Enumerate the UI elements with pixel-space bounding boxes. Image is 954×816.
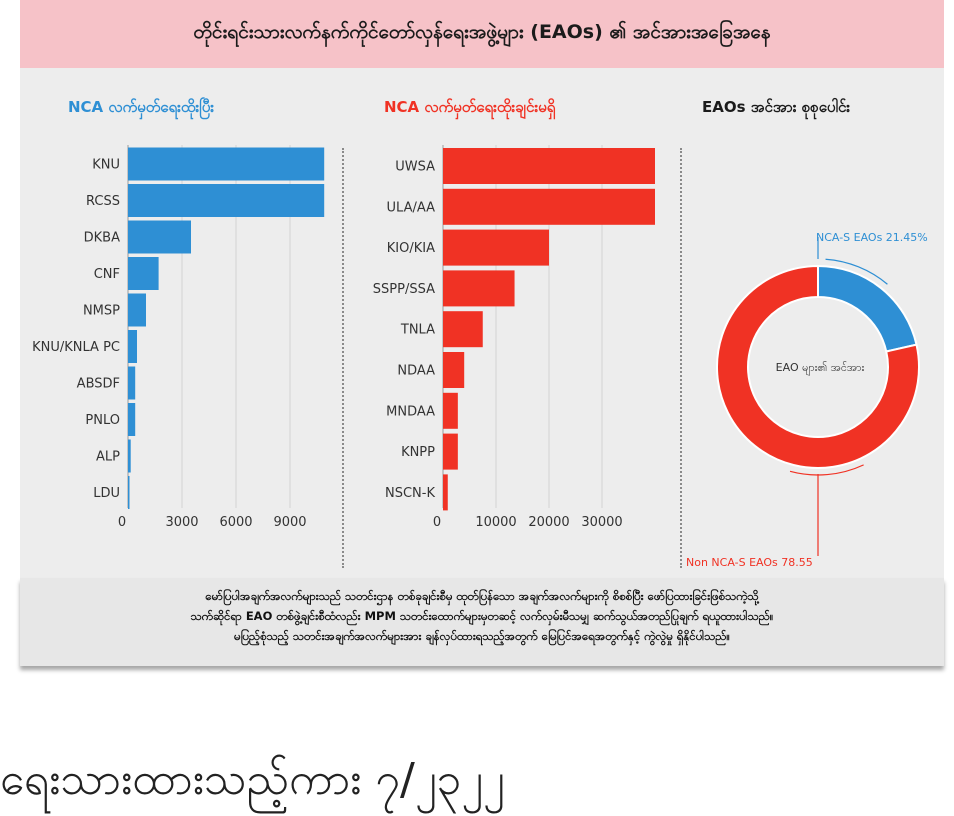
nca-signed-category-label: LDU (93, 486, 120, 501)
nca-signed-bar (128, 476, 130, 509)
nca-nonsigned-category-label: UWSA (395, 160, 435, 175)
nca-signed-category-label: RCSS (86, 194, 120, 209)
nca-nonsigned-category-label: MNDAA (386, 404, 435, 419)
nca-nonsigned-x-tick-label: 30000 (581, 515, 622, 530)
nca-signed-category-label: KNU (92, 158, 120, 173)
nca-nonsigned-category-label: ULA/AA (387, 200, 436, 215)
nca-signed-bar (128, 366, 136, 400)
footnote-line-2: သက်ဆိုင်ရာ EAO တစ်ဖွဲ့ချင်းစီထံလည်း MPM … (190, 609, 774, 623)
nca-signed-x-tick-label: 6000 (219, 515, 252, 530)
nca-nonsigned-bar (443, 311, 483, 348)
nca-nonsigned-bar (443, 433, 458, 470)
nca-signed-bar (128, 403, 136, 436)
nca-nonsigned-category-label: NDAA (397, 364, 435, 379)
right-panel-header: EAOs အင်အား စုစုပေါင်း (702, 98, 851, 116)
donut-center-label: EAO များ၏ အင်အား (776, 361, 865, 376)
separator-right (680, 148, 682, 568)
nca-nonsigned-category-label: SSPP/SSA (373, 282, 435, 297)
footnote-line-3: မပြည့်စုံသည့် သတင်းအချက်အလက်များအား ချန်… (234, 629, 730, 643)
nca-signed-bar (128, 330, 137, 363)
nca-nonsigned-bar (443, 474, 448, 511)
nca-signed-bar (128, 184, 325, 217)
nca-s-slice-label: NCA-S EAOs 21.45% (816, 231, 928, 244)
nca-nonsigned-x-tick-label: 20000 (528, 515, 569, 530)
footnote-box: မော်ပြပါအချက်အလက်များသည် သတင်းဌာန တစ်ခုခ… (20, 578, 944, 666)
footer-caption: ရေးသားထားသည့်ကား ၇/၂၃၂၂ (0, 754, 505, 805)
nca-nonsigned-x-tick-label: 0 (433, 515, 441, 530)
nca-nonsigned-category-label: NSCN-K (385, 486, 435, 501)
middle-panel-header: NCA လက်မှတ်ရေးထိုးချင်းမရှိ (384, 98, 556, 116)
nca-signed-x-tick-label: 0 (118, 515, 126, 530)
non-nca-s-callout-arc (789, 464, 864, 476)
page-title: တိုင်းရင်းသားလက်နက်ကိုင်တော်လှန်ရေးအဖွဲ့… (193, 21, 771, 43)
nca-signed-category-label: DKBA (84, 231, 120, 246)
nca-nonsigned-bar (443, 392, 458, 429)
nca-nonsigned-category-label: KNPP (401, 445, 435, 460)
nca-signed-category-label: CNF (94, 267, 120, 282)
nca-nonsigned-bar (443, 352, 465, 388)
nca-signed-x-tick-label: 3000 (165, 515, 198, 530)
nca-signed-x-tick-label: 9000 (273, 515, 306, 530)
nca-signed-category-label: KNU/KNLA PC (32, 340, 120, 355)
nca-nonsigned-category-label: TNLA (400, 323, 435, 338)
nca-signed-bar (128, 257, 159, 290)
nca-signed-bar (128, 439, 131, 473)
nca-nonsigned-x-tick-label: 10000 (475, 515, 516, 530)
donut-slice (716, 264, 920, 469)
non-nca-s-slice-label: Non NCA-S EAOs 78.55 (686, 556, 813, 569)
nca-nonsigned-bar (443, 229, 549, 266)
nca-nonsigned-category-label: KIO/KIA (387, 241, 435, 256)
charts-canvas: 0 3000 6000 9000 KNU RCSS DKBA CNF NMSP KNU/KNLA … (32, 145, 928, 569)
nca-nonsigned-bar (443, 148, 655, 184)
nca-signed-bar (128, 293, 146, 327)
footnote-line-1: မော်ပြပါအချက်အလက်များသည် သတင်းဌာန တစ်ခုခ… (205, 589, 759, 603)
nca-signed-category-label: NMSP (83, 304, 120, 319)
nca-s-callout-arc (825, 258, 888, 285)
nca-nonsigned-bar (443, 270, 515, 307)
nca-signed-category-label: PNLO (85, 413, 120, 428)
donut-slice (817, 264, 918, 353)
nca-nonsigned-bar (443, 188, 655, 225)
title-banner: တိုင်းရင်းသားလက်နက်ကိုင်တော်လှန်ရေးအဖွဲ့… (20, 0, 944, 68)
nca-signed-bar (128, 220, 191, 254)
nca-signed-category-label: ALP (96, 450, 120, 465)
separator-left (342, 148, 344, 568)
nca-signed-category-label: ABSDF (77, 377, 120, 392)
nca-signed-bar (128, 147, 325, 181)
left-panel-header: NCA လက်မှတ်ရေးထိုးပြီး (68, 98, 215, 116)
